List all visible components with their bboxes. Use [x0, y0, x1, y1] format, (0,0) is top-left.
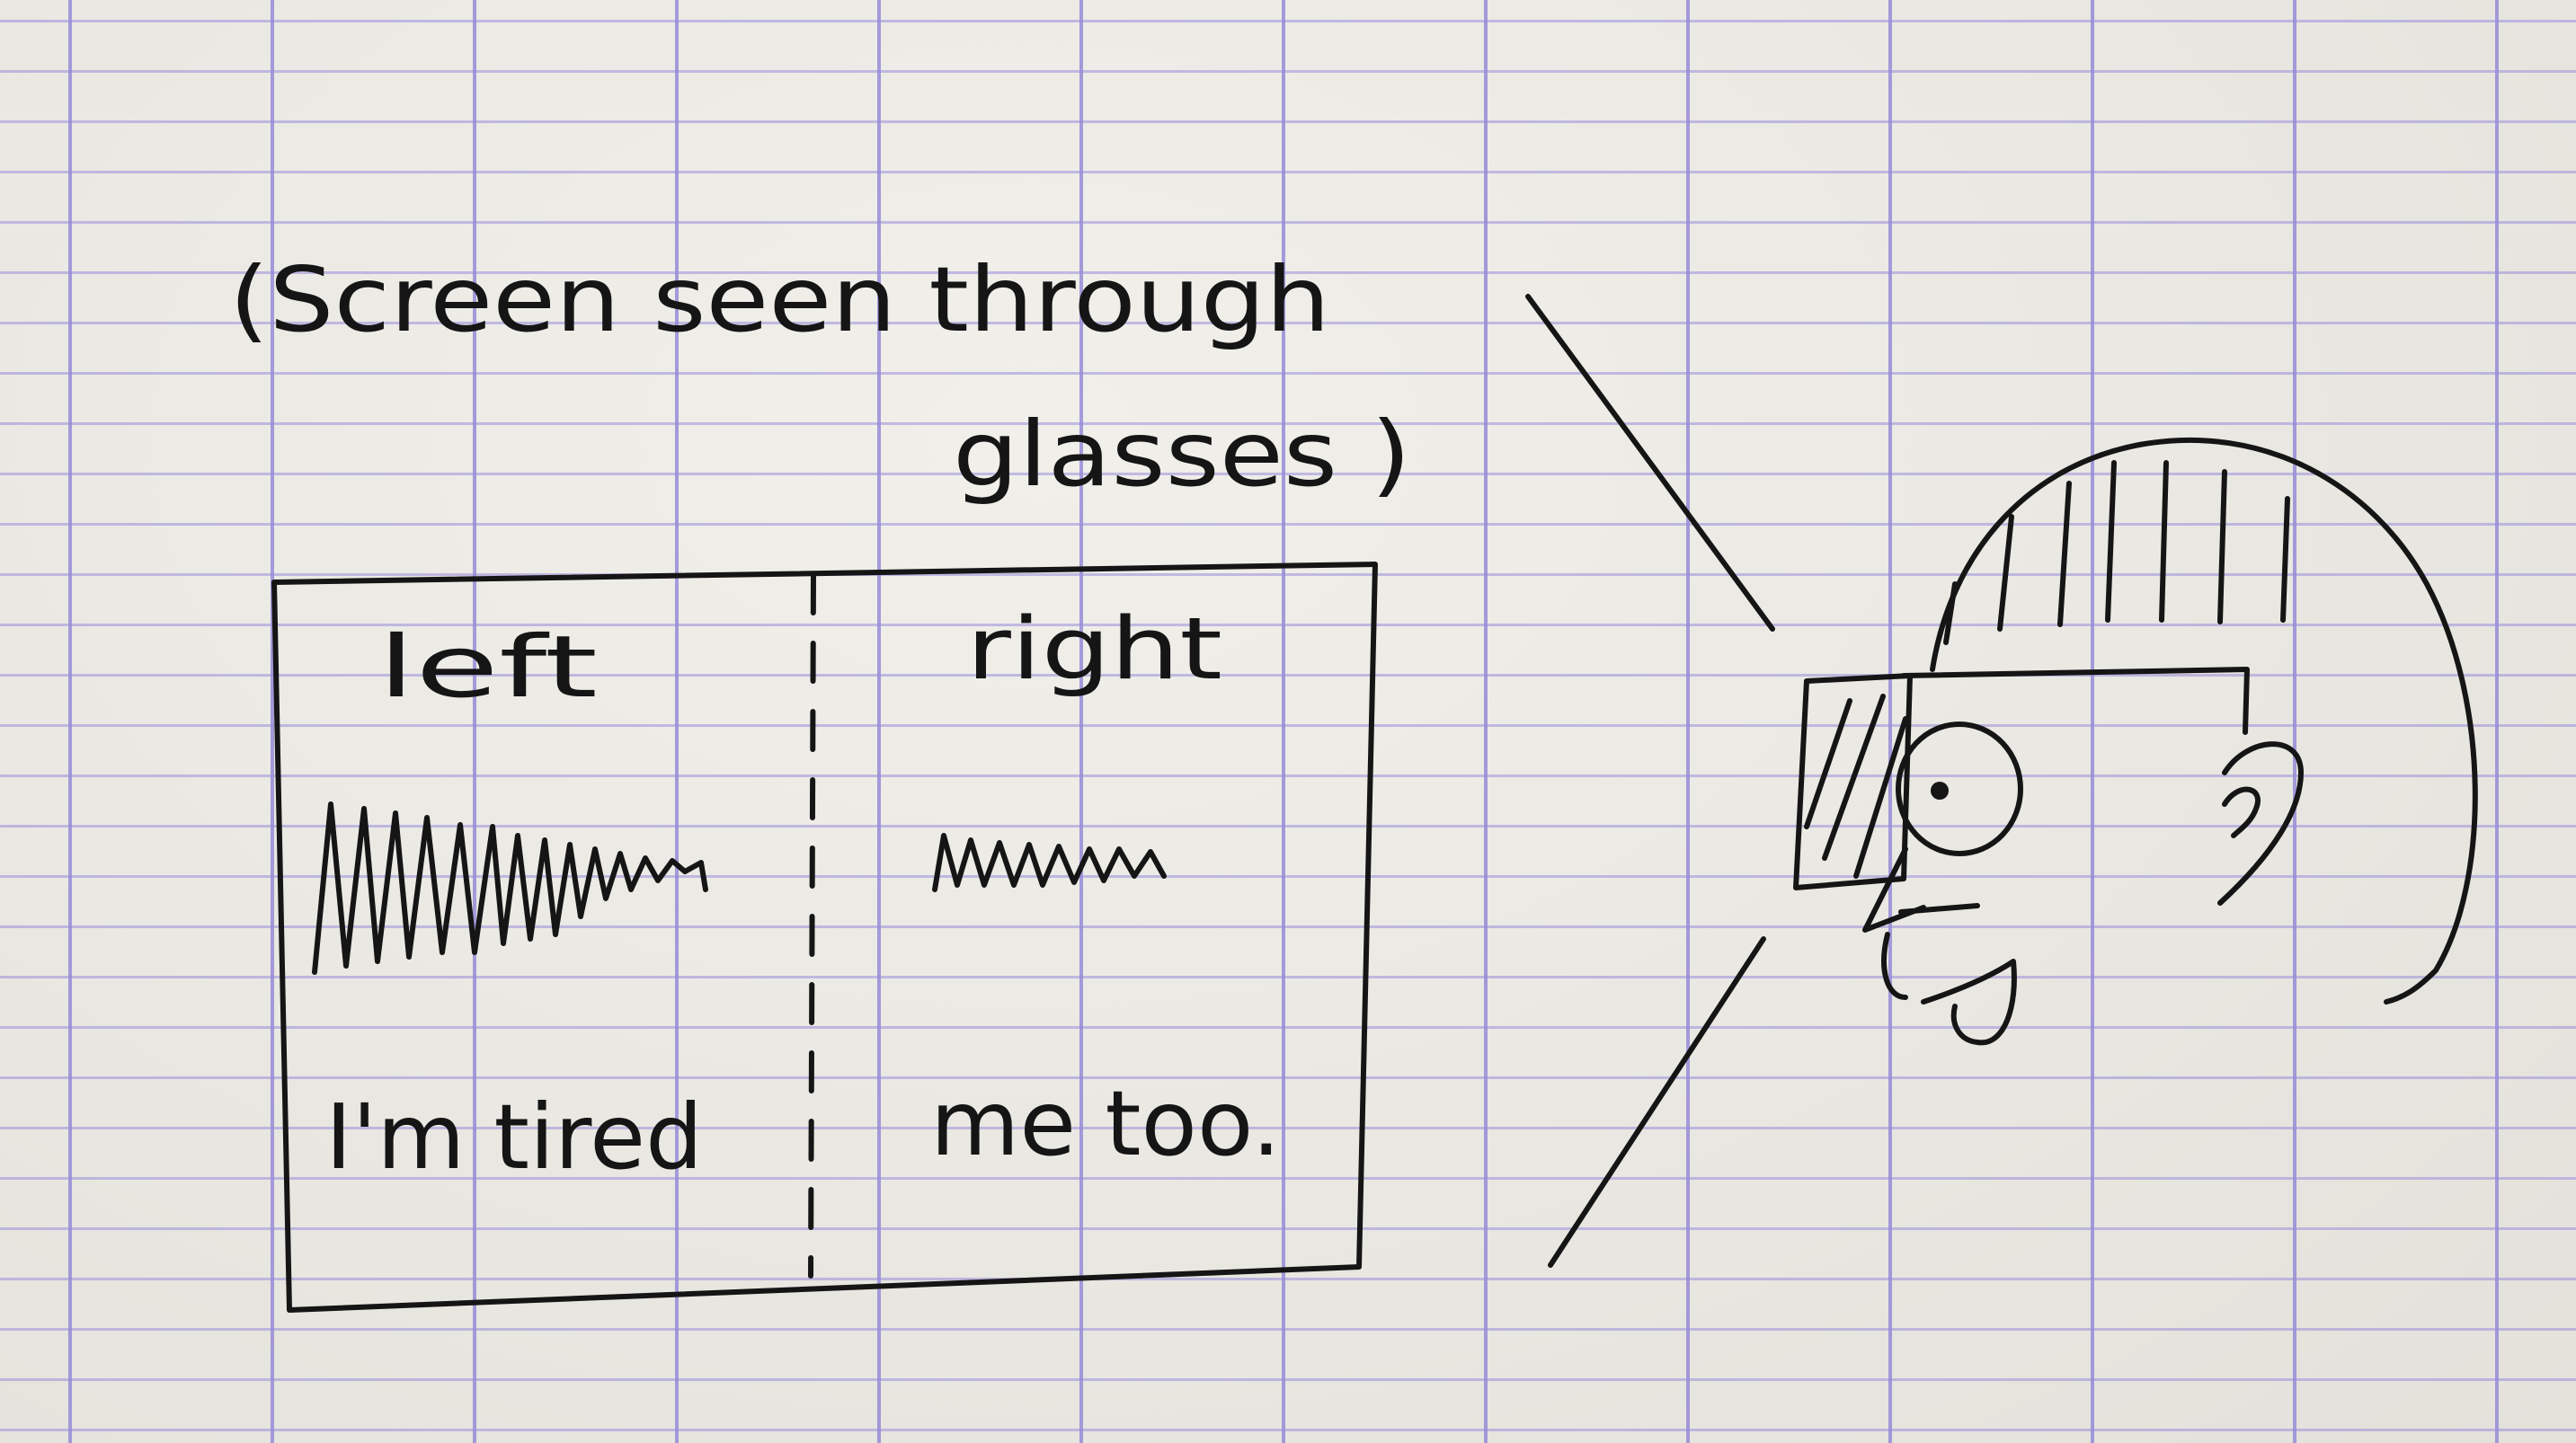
mouth — [1881, 932, 2017, 1046]
caption-line-2: glasses ) — [953, 402, 1411, 507]
sight-line-upper — [1525, 294, 1775, 632]
left-message-text: I'm tired — [325, 1084, 703, 1190]
head-outline — [1930, 437, 2478, 1005]
eye — [1896, 722, 2023, 856]
screen-divider — [808, 572, 816, 1279]
right-blurry-scribble — [932, 833, 1167, 892]
left-blurry-scribble — [312, 801, 708, 975]
pupil — [1931, 782, 1949, 800]
glasses-lens — [1793, 673, 1913, 890]
sight-line-lower — [1548, 936, 1766, 1268]
hair-strokes — [1943, 460, 2290, 645]
right-message-text: me too. — [930, 1071, 1281, 1176]
ear — [2217, 741, 2304, 906]
left-column-header: left — [378, 618, 598, 717]
screen-frame — [271, 562, 1378, 1313]
nose — [1862, 846, 1980, 933]
caption-line-1: (Screen seen through — [229, 247, 1330, 352]
lens-glare-lines — [1804, 694, 1908, 879]
glasses-temple-arm — [1901, 667, 2250, 735]
right-column-header: right — [966, 600, 1222, 699]
